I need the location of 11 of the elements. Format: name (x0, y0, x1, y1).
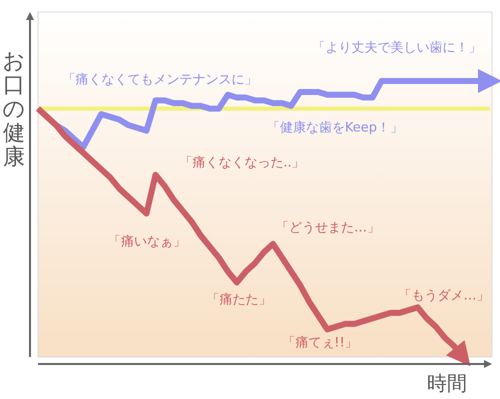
annotation: 「痛いなぁ」 (108, 234, 186, 250)
y-axis-title: お口の健康 (2, 49, 26, 170)
annotation: 「痛くなくなった..」 (179, 156, 305, 170)
annotation: 「痛てぇ!!」 (282, 336, 358, 350)
x-axis-title: 時間 (427, 371, 467, 395)
text: 「より丈夫で美しい歯に！」 (312, 40, 482, 56)
annotation: 「痛たた」 (206, 292, 272, 308)
annotation: 「どうせまた…」 (276, 220, 380, 236)
annotation: 「もうダメ…」 (398, 288, 490, 304)
annotation: 「痛くなくてもメンテナンスに」 (62, 72, 258, 88)
annotation: 「健康な歯をKeep！」 (266, 120, 404, 136)
